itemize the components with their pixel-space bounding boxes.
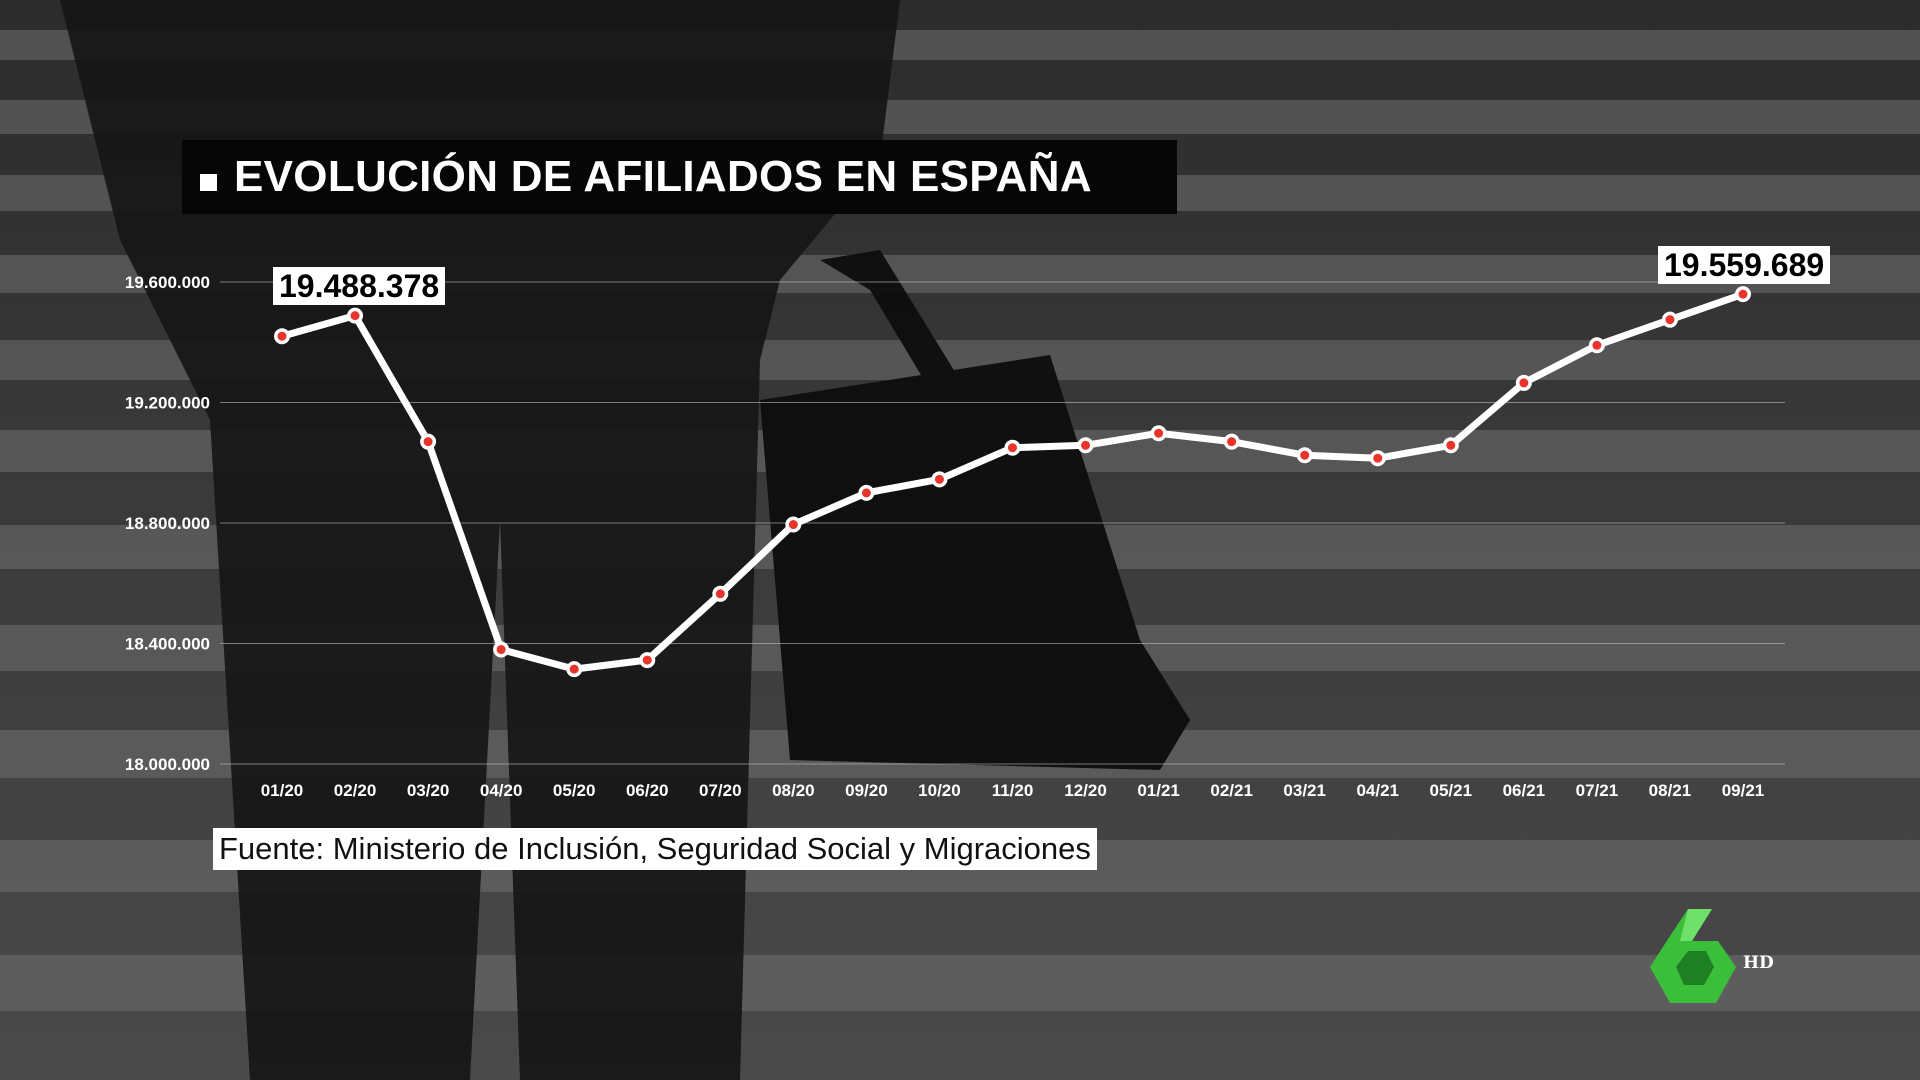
data-point-center — [496, 645, 506, 655]
y-tick-label: 19.200.000 — [125, 394, 210, 413]
briefcase-silhouette — [760, 250, 1190, 770]
businessman-silhouette — [60, 0, 900, 1080]
data-point-center — [934, 474, 944, 484]
x-tick-label: 02/21 — [1210, 781, 1253, 800]
y-tick-label: 18.400.000 — [125, 635, 210, 654]
data-point-center — [1008, 443, 1017, 453]
y-tick-label: 18.800.000 — [125, 514, 210, 533]
x-tick-label: 04/21 — [1356, 781, 1399, 800]
data-point-center — [1227, 437, 1237, 447]
data-point-center — [423, 437, 433, 447]
hd-label: HD — [1743, 953, 1774, 973]
data-point-center — [569, 664, 579, 674]
data-point-center — [642, 655, 652, 665]
x-tick-label: 10/20 — [918, 781, 961, 800]
data-point-center — [1738, 289, 1748, 299]
x-tick-label: 05/20 — [553, 781, 596, 800]
x-tick-label: 09/21 — [1722, 781, 1765, 800]
data-point-center — [1081, 440, 1091, 450]
y-tick-label: 19.600.000 — [125, 273, 210, 292]
data-point-center — [1519, 378, 1529, 388]
data-point-center — [861, 488, 871, 498]
x-tick-label: 08/21 — [1649, 781, 1692, 800]
x-tick-label: 03/20 — [407, 781, 450, 800]
data-point-center — [1154, 428, 1164, 438]
x-tick-label: 04/20 — [480, 781, 523, 800]
chart-title: EVOLUCIÓN DE AFILIADOS EN ESPAÑA — [234, 152, 1092, 201]
x-tick-label: 12/20 — [1064, 781, 1107, 800]
x-tick-label: 05/21 — [1430, 781, 1473, 800]
data-point-center — [715, 589, 725, 599]
x-tick-label: 06/20 — [626, 781, 669, 800]
x-tick-label: 07/20 — [699, 781, 742, 800]
x-tick-label: 01/21 — [1137, 781, 1180, 800]
x-tick-label: 09/20 — [845, 781, 888, 800]
data-point-center — [1592, 340, 1602, 350]
x-tick-label: 11/20 — [992, 781, 1034, 800]
source-caption: Fuente: Ministerio de Inclusión, Segurid… — [213, 828, 1097, 870]
x-tick-label: 03/21 — [1283, 781, 1326, 800]
data-point-center — [277, 331, 287, 341]
y-tick-label: 18.000.000 — [125, 755, 210, 774]
title-bullet — [200, 173, 217, 191]
x-tick-label: 06/21 — [1503, 781, 1546, 800]
data-point-center — [1665, 315, 1675, 325]
chart-title-box: EVOLUCIÓN DE AFILIADOS EN ESPAÑA — [182, 140, 1177, 214]
last-value-callout: 19.559.689 — [1658, 246, 1831, 284]
data-point-center — [1300, 450, 1310, 460]
data-point-center — [1446, 440, 1456, 450]
data-point-center — [788, 520, 798, 530]
lasexta-logo-icon — [1650, 909, 1736, 1003]
data-point-center — [1373, 453, 1383, 463]
x-tick-label: 01/20 — [261, 781, 304, 800]
x-tick-label: 07/21 — [1576, 781, 1619, 800]
series-line — [278, 290, 1747, 673]
data-point-center — [350, 311, 360, 321]
x-tick-label: 08/20 — [772, 781, 815, 800]
x-tick-label: 02/20 — [334, 781, 377, 800]
first-value-callout: 19.488.378 — [273, 267, 446, 305]
